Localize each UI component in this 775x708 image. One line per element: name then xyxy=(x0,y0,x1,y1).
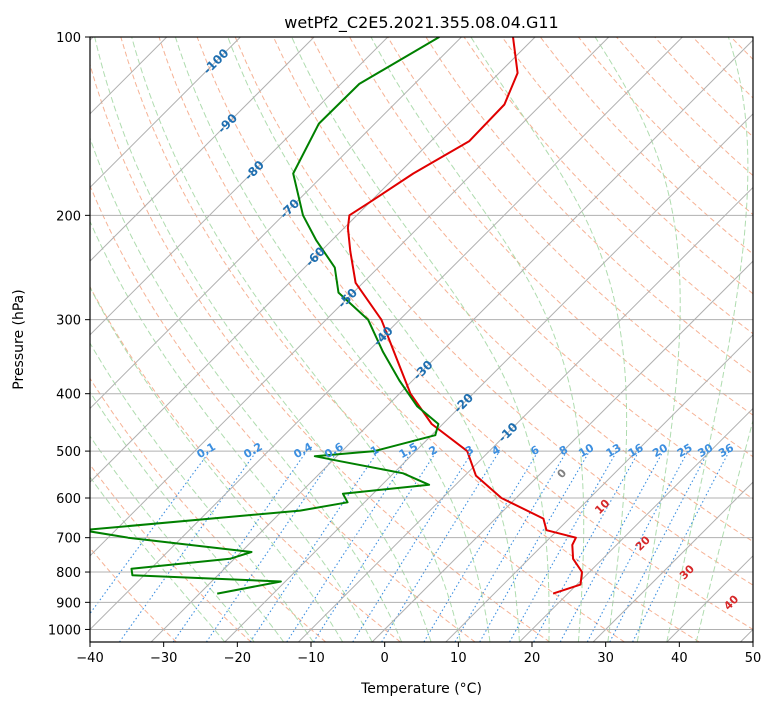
mixing-ratio-line xyxy=(313,450,438,642)
x-tick-label: −30 xyxy=(150,651,177,666)
moist-adiabat-line xyxy=(94,37,432,642)
isobar-gridlines xyxy=(90,37,753,630)
moist-adiabat-line xyxy=(90,286,344,642)
y-tick-label: 700 xyxy=(56,532,81,547)
isotherm-gridline xyxy=(90,37,389,336)
mixing-ratio-line xyxy=(90,450,211,615)
y-tick-label: 800 xyxy=(56,566,81,581)
x-tick-label: 0 xyxy=(381,651,389,666)
dry-adiabat-line xyxy=(90,62,551,642)
y-tick-label: 600 xyxy=(56,492,81,507)
isotherm-gridline xyxy=(298,186,753,642)
isotherm-gridline xyxy=(90,37,462,410)
y-axis: 100 200 300 400 500 600 700 800 900 1000 xyxy=(48,31,90,638)
moist-adiabat-line xyxy=(90,391,285,642)
isotherm-gridline xyxy=(371,260,753,642)
mixing-ratio-line xyxy=(509,450,618,642)
moist-adiabat-line xyxy=(666,37,749,642)
mixing-ratio-line xyxy=(286,450,413,642)
dry-adiabat-line xyxy=(349,37,753,458)
moist-adiabat-line xyxy=(227,37,520,642)
y-tick-label: 500 xyxy=(56,445,81,460)
moist-adiabats xyxy=(90,37,753,642)
x-tick-label: −20 xyxy=(224,651,251,666)
moist-adiabat-line xyxy=(174,37,491,642)
dry-adiabat-line xyxy=(272,37,753,543)
dry-adiabat-line xyxy=(425,37,753,375)
sounding-series xyxy=(90,37,583,595)
mixing-ratio-line xyxy=(632,450,730,642)
temperature-profile-line xyxy=(346,37,583,595)
mixing-ratio-line xyxy=(352,450,474,642)
x-tick-label: −40 xyxy=(76,651,103,666)
y-tick-label: 300 xyxy=(56,314,81,329)
moist-adiabat-line xyxy=(90,220,373,642)
dry-adiabat-line xyxy=(501,37,753,295)
plot-area: 0.1 0.2 0.4 0.6 1 1.5 2 3 4 6 8 10 13 16 20 25 30 36-100-… xyxy=(90,37,753,642)
y-tick-label: 100 xyxy=(56,31,81,46)
isotherm-gridline xyxy=(150,39,753,642)
x-tick-label: 40 xyxy=(671,651,688,666)
isotherm-gridline xyxy=(224,113,753,642)
isotherm-gridline xyxy=(90,37,683,631)
isotherm-gridline xyxy=(592,481,753,642)
y-tick-label: 400 xyxy=(56,388,81,403)
moist-adiabat-line xyxy=(370,37,585,642)
mixing-ratio-line xyxy=(172,450,308,642)
isotherm-gridline xyxy=(90,37,315,262)
y-tick-label: 1000 xyxy=(48,623,81,638)
dry-adiabat-line xyxy=(158,37,700,642)
x-tick-label: 30 xyxy=(597,651,614,666)
x-axis: −40 −30 −20 −10 0 10 20 30 40 50 xyxy=(76,642,761,666)
moist-adiabat-line xyxy=(470,37,628,642)
dry-adiabat-line xyxy=(90,463,252,642)
mixing-ratio-line xyxy=(249,450,379,642)
x-tick-label: −10 xyxy=(297,651,324,666)
isotherm-gridlines xyxy=(90,37,753,642)
dry-adiabat-line xyxy=(90,184,476,642)
mixing-ratio-line xyxy=(381,450,500,642)
moist-adiabat-line xyxy=(131,37,461,642)
x-tick-label: 10 xyxy=(450,651,467,666)
mixing-ratio-line xyxy=(119,450,258,642)
moist-adiabat-line xyxy=(291,37,550,642)
dry-adiabat-line xyxy=(234,37,753,586)
isotherm-gridline xyxy=(90,37,536,483)
moist-adiabat-line xyxy=(90,435,255,642)
dry-adiabat-line xyxy=(387,37,753,416)
dry-adiabat-line xyxy=(311,37,753,500)
chart-title: wetPf2_C2E5.2021.355.08.04.G11 xyxy=(284,13,558,33)
mixing-ratio-line xyxy=(559,450,664,642)
isotherm-gridline xyxy=(445,334,753,642)
x-tick-label: 20 xyxy=(524,651,541,666)
isotherm-gridline xyxy=(519,407,753,642)
x-axis-label: Temperature (°C) xyxy=(360,681,482,697)
mixing-ratio-line xyxy=(205,450,338,642)
isotherm-gridline xyxy=(90,37,241,189)
dewpoint-profile-line xyxy=(90,37,440,595)
plot-frame xyxy=(89,36,754,643)
moist-adiabat-line xyxy=(90,476,226,642)
dry-adiabat-line xyxy=(90,377,327,642)
moist-adiabat-line xyxy=(594,37,681,642)
y-tick-label: 900 xyxy=(56,596,81,611)
y-tick-label: 200 xyxy=(56,209,81,224)
isotherm-gridline xyxy=(90,37,610,557)
dry-adiabat-line xyxy=(120,37,625,642)
y-axis-label: Pressure (hPa) xyxy=(11,289,27,389)
x-tick-label: 50 xyxy=(745,651,762,666)
dry-adiabat-line xyxy=(90,547,177,642)
